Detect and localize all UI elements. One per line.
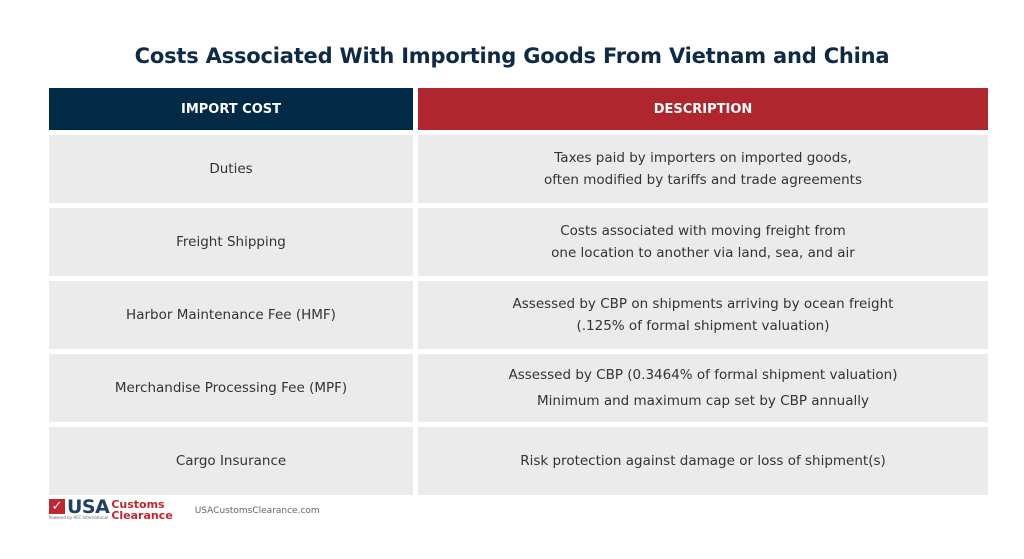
- website-url: USACustomsClearance.com: [194, 506, 320, 516]
- description-cell: Risk protection against damage or loss o…: [418, 427, 988, 495]
- logo-clearance: Clearance: [111, 509, 173, 522]
- logo-usa: USA: [67, 496, 110, 518]
- footer: ✓ USA Customs Clearance Powered by AFC I…: [49, 496, 320, 523]
- table-header-row: IMPORT COST DESCRIPTION: [49, 88, 988, 130]
- description-line: often modified by tariffs and trade agre…: [544, 172, 862, 188]
- description-line: Minimum and maximum cap set by CBP annua…: [536, 393, 869, 409]
- header-description: DESCRIPTION: [418, 88, 988, 130]
- description-line: Taxes paid by importers on imported good…: [554, 150, 852, 166]
- page-title: Costs Associated With Importing Goods Fr…: [134, 44, 890, 68]
- description-line: Risk protection against damage or loss o…: [520, 453, 886, 469]
- header-import-cost: IMPORT COST: [49, 88, 413, 130]
- header-label: IMPORT COST: [181, 101, 281, 117]
- description-line: Costs associated with moving freight fro…: [560, 223, 846, 239]
- description-cell: Assessed by CBP on shipments arriving by…: [418, 281, 988, 349]
- cost-cell: Duties: [49, 135, 413, 203]
- usa-customs-clearance-logo: ✓ USA Customs Clearance Powered by AFC I…: [49, 496, 173, 523]
- table-row: Duties Taxes paid by importers on import…: [49, 135, 988, 203]
- cost-cell: Harbor Maintenance Fee (HMF): [49, 281, 413, 349]
- table-row: Harbor Maintenance Fee (HMF) Assessed by…: [49, 281, 988, 349]
- cost-cell: Freight Shipping: [49, 208, 413, 276]
- description-cell: Assessed by CBP (0.3464% of formal shipm…: [418, 354, 988, 422]
- table-row: Merchandise Processing Fee (MPF) Assesse…: [49, 354, 988, 422]
- description-line: Assessed by CBP on shipments arriving by…: [512, 296, 894, 312]
- description-line: Assessed by CBP (0.3464% of formal shipm…: [508, 367, 898, 383]
- description-line: (.125% of formal shipment valuation): [576, 318, 830, 334]
- import-costs-table: IMPORT COST DESCRIPTION Duties Taxes pai…: [49, 88, 988, 500]
- cost-cell: Cargo Insurance: [49, 427, 413, 495]
- logo-customs: Customs: [111, 498, 165, 511]
- description-line: one location to another via land, sea, a…: [551, 245, 855, 261]
- checkmark-icon: ✓: [49, 499, 65, 514]
- description-cell: Costs associated with moving freight fro…: [418, 208, 988, 276]
- table-row: Freight Shipping Costs associated with m…: [49, 208, 988, 276]
- logo-powered-by: Powered by AFC International: [49, 515, 109, 520]
- table-row: Cargo Insurance Risk protection against …: [49, 427, 988, 495]
- header-label: DESCRIPTION: [653, 101, 753, 117]
- description-cell: Taxes paid by importers on imported good…: [418, 135, 988, 203]
- cost-cell: Merchandise Processing Fee (MPF): [49, 354, 413, 422]
